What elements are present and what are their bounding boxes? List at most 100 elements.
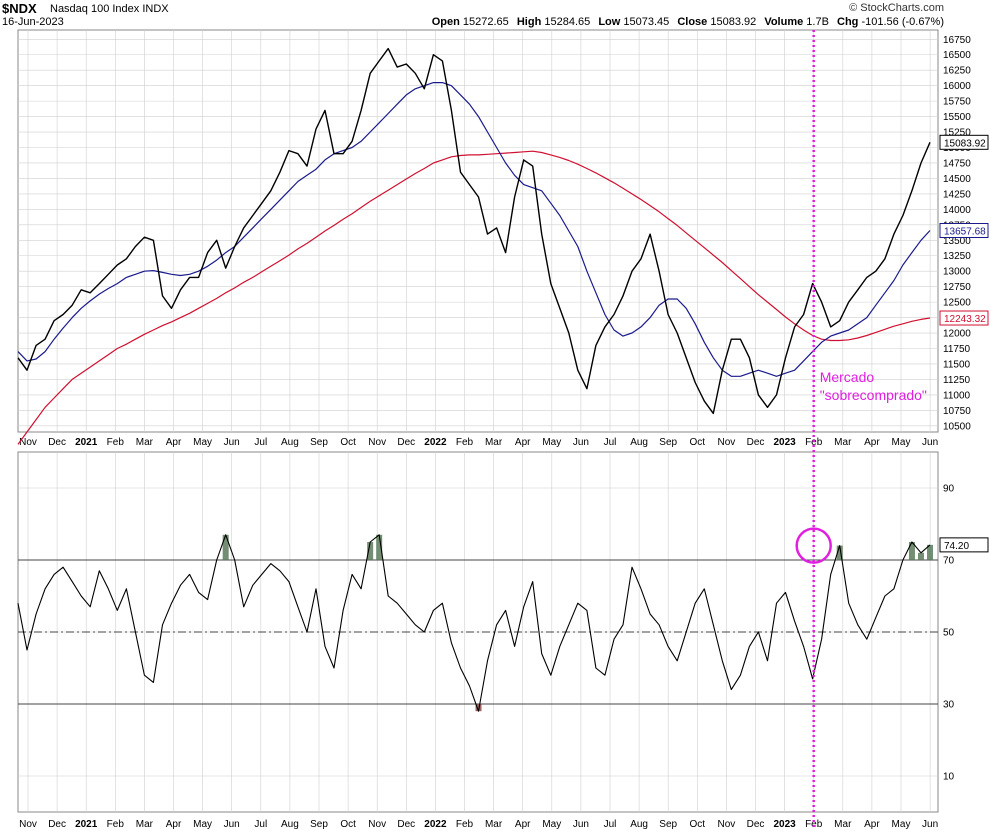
price-x-tick-label: Dec bbox=[48, 437, 66, 448]
price-x-tick-label: Mar bbox=[485, 437, 503, 448]
price-y-tick-label: 14000 bbox=[943, 205, 971, 216]
ma50-last-label-text: 13657.68 bbox=[944, 227, 986, 238]
volume-label: Volume bbox=[764, 16, 804, 28]
price-y-tick-label: 11000 bbox=[943, 390, 971, 401]
annotation-line-1: Mercado bbox=[820, 369, 875, 385]
rsi-x-tick-label: Mar bbox=[834, 819, 852, 830]
price-x-tick-label: Dec bbox=[747, 437, 765, 448]
price-x-tick-label: Aug bbox=[281, 437, 299, 448]
price-x-tick-label: Feb bbox=[107, 437, 125, 448]
price-y-tick-label: 12750 bbox=[943, 282, 971, 293]
rsi-x-tick-label: Mar bbox=[485, 819, 503, 830]
price-y-tick-label: 15250 bbox=[943, 128, 971, 139]
price-x-tick-label: Jun bbox=[573, 437, 589, 448]
rsi-y-tick-label: 70 bbox=[943, 556, 955, 567]
price-x-tick-label: Jun bbox=[922, 437, 938, 448]
rsi-x-tick-label: 2023 bbox=[773, 819, 796, 830]
price-y-tick-label: 14500 bbox=[943, 174, 971, 185]
rsi-x-tick-label: Oct bbox=[340, 819, 356, 830]
price-y-tick-label: 13000 bbox=[943, 267, 971, 278]
price-panel: Nov Dec 2021 Feb Mar Apr May Jun Jul Aug Sep Oct Nov… bbox=[17, 29, 989, 448]
price-x-tick-label: 2022 bbox=[424, 437, 447, 448]
price-y-tick-label: 12000 bbox=[943, 329, 971, 340]
price-x-tick-label: 2021 bbox=[75, 437, 98, 448]
price-y-tick-label: 14250 bbox=[943, 189, 971, 200]
ma50-last-label-box bbox=[939, 223, 989, 239]
high-label: High bbox=[516, 16, 542, 28]
price-x-tick-label: Oct bbox=[690, 437, 706, 448]
price-x-tick-label: Feb bbox=[805, 437, 823, 448]
rsi-x-tick-label: Dec bbox=[747, 819, 765, 830]
overbought-marker-circle bbox=[795, 527, 832, 564]
price-x-tick-label: Mar bbox=[834, 437, 852, 448]
ohlc-summary: Open 15272.65 High 15284.65 Low 15073.45… bbox=[427, 16, 944, 28]
rsi-y-tick-label: 50 bbox=[943, 628, 955, 639]
ma200-last-label-text: 12243.32 bbox=[944, 314, 986, 325]
rsi-x-tick-label: Jun bbox=[922, 819, 938, 830]
rsi-x-tick-label: Nov bbox=[368, 819, 386, 830]
price-x-tick-label: May bbox=[193, 437, 212, 448]
price-x-tick-label: Jun bbox=[224, 437, 240, 448]
rsi-x-tick-label: Feb bbox=[456, 819, 474, 830]
ticker-name: Nasdaq 100 Index INDX bbox=[50, 3, 169, 15]
price-x-tick-label: Apr bbox=[864, 437, 880, 448]
price-line bbox=[17, 47, 931, 415]
price-last-label-box bbox=[939, 134, 989, 150]
rsi-overbought-fill bbox=[927, 544, 933, 560]
rsi-overbought-fill bbox=[367, 542, 374, 560]
price-x-tick-label: Nov bbox=[368, 437, 386, 448]
rsi-x-tick-label: Dec bbox=[48, 819, 66, 830]
rsi-x-tick-label: Jul bbox=[604, 819, 617, 830]
price-x-tick-label: Apr bbox=[515, 437, 531, 448]
price-x-tick-label: May bbox=[542, 437, 561, 448]
price-x-tick-label: Mar bbox=[136, 437, 154, 448]
rsi-x-tick-label: Aug bbox=[281, 819, 299, 830]
price-y-tick-label: 16250 bbox=[943, 66, 971, 77]
rsi-x-tick-label: Feb bbox=[107, 819, 125, 830]
rsi-overbought-fill bbox=[222, 534, 229, 560]
rsi-x-tick-label: 2021 bbox=[75, 819, 98, 830]
price-y-tick-label: 16000 bbox=[943, 81, 971, 92]
rsi-x-tick-label: Nov bbox=[19, 819, 37, 830]
close-label: Close bbox=[677, 16, 708, 28]
rsi-last-label: 74.20 bbox=[939, 537, 989, 553]
chg-value: -101.56 (-0.67%) bbox=[861, 16, 944, 28]
price-y-tick-label: 16750 bbox=[943, 35, 971, 46]
rsi-x-tick-label: May bbox=[892, 819, 911, 830]
price-y-tick-label: 11250 bbox=[943, 375, 971, 386]
price-x-tick-label: Sep bbox=[310, 437, 328, 448]
price-x-tick-label: Nov bbox=[718, 437, 736, 448]
rsi-oversold-fill bbox=[475, 704, 482, 712]
price-x-tick-label: May bbox=[892, 437, 911, 448]
low-label: Low bbox=[598, 16, 621, 28]
rsi-x-tick-label: Jun bbox=[224, 819, 240, 830]
price-x-tick-label: Aug bbox=[630, 437, 648, 448]
rsi-x-tick-label: Jul bbox=[254, 819, 267, 830]
price-y-tick-label: 11500 bbox=[943, 359, 971, 370]
price-x-tick-label: Nov bbox=[19, 437, 37, 448]
price-y-tick-label: 13250 bbox=[943, 251, 971, 262]
price-x-tick-label: Jul bbox=[254, 437, 267, 448]
open-value: 15272.65 bbox=[462, 16, 509, 28]
ticker-symbol: $NDX bbox=[2, 1, 37, 16]
price-y-tick-label: 16500 bbox=[943, 50, 971, 61]
ma200-last-label-box bbox=[939, 310, 989, 326]
rsi-last-label-text: 74.20 bbox=[944, 541, 969, 552]
open-label: Open bbox=[431, 16, 460, 28]
rsi-last-label-box bbox=[939, 537, 989, 553]
annotation-line-2: "sobrecomprado" bbox=[820, 387, 927, 403]
chart-date: 16-Jun-2023 bbox=[2, 16, 64, 28]
rsi-x-tick-label: Nov bbox=[718, 819, 736, 830]
rsi-x-tick-label: Apr bbox=[515, 819, 531, 830]
price-panel-frame bbox=[17, 29, 939, 433]
rsi-x-tick-label: Sep bbox=[310, 819, 328, 830]
rsi-x-tick-label: Dec bbox=[397, 819, 415, 830]
rsi-x-tick-label: May bbox=[542, 819, 561, 830]
ma200-last-label: 12243.32 bbox=[939, 310, 989, 326]
chart-header: $NDX Nasdaq 100 Index INDX 16-Jun-2023 ©… bbox=[0, 0, 990, 34]
close-value: 15083.92 bbox=[710, 16, 757, 28]
chg-label: Chg bbox=[837, 16, 859, 28]
price-x-tick-label: Jul bbox=[604, 437, 617, 448]
ma50-line bbox=[17, 81, 931, 377]
